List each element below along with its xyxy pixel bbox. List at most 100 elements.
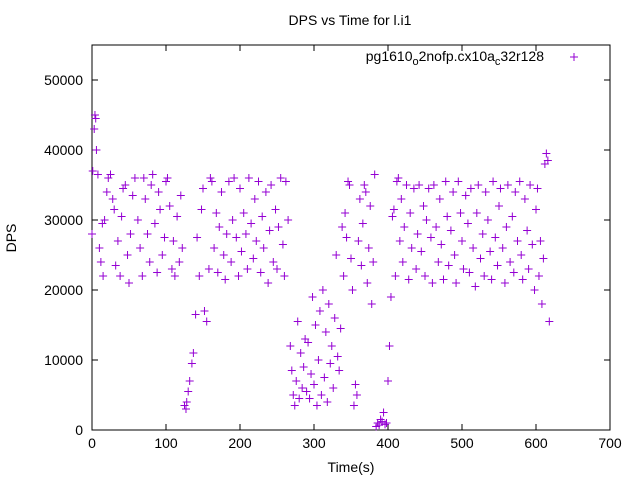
data-point bbox=[486, 247, 495, 256]
y-tick-label: 50000 bbox=[44, 72, 83, 88]
data-point bbox=[404, 275, 413, 284]
data-point bbox=[90, 111, 99, 119]
data-point bbox=[336, 324, 345, 333]
data-point bbox=[363, 279, 372, 287]
data-point bbox=[384, 377, 392, 385]
data-point bbox=[480, 272, 489, 280]
data-point bbox=[119, 184, 128, 193]
x-tick-label: 300 bbox=[302, 435, 326, 451]
data-point bbox=[496, 184, 505, 193]
data-point bbox=[93, 170, 102, 179]
data-point bbox=[329, 384, 338, 392]
data-point bbox=[413, 230, 422, 238]
data-point bbox=[176, 191, 185, 200]
data-point bbox=[358, 219, 367, 228]
data-point bbox=[537, 300, 546, 308]
data-point bbox=[185, 377, 194, 385]
data-point bbox=[449, 188, 458, 196]
data-point bbox=[320, 373, 329, 382]
data-point bbox=[182, 398, 191, 406]
data-point bbox=[354, 237, 363, 245]
data-point bbox=[308, 293, 317, 301]
data-point bbox=[400, 223, 409, 231]
data-point bbox=[158, 251, 167, 259]
data-point bbox=[299, 363, 308, 371]
data-point bbox=[117, 212, 126, 221]
data-point bbox=[243, 265, 252, 273]
data-point bbox=[349, 401, 358, 410]
data-point bbox=[195, 272, 204, 280]
data-point bbox=[136, 244, 145, 252]
data-point bbox=[215, 223, 224, 231]
data-point bbox=[539, 254, 548, 263]
data-point bbox=[138, 272, 147, 280]
data-point bbox=[312, 401, 321, 410]
data-point bbox=[389, 205, 398, 214]
data-point bbox=[241, 230, 250, 238]
data-point bbox=[397, 195, 406, 203]
data-point bbox=[422, 216, 431, 224]
data-point bbox=[145, 258, 154, 266]
data-point bbox=[239, 209, 248, 217]
data-point bbox=[99, 272, 108, 280]
data-point bbox=[421, 272, 429, 280]
data-point bbox=[398, 258, 407, 266]
legend-label: pg1610o2nofp.cx10ac32r128 bbox=[366, 48, 544, 68]
data-point bbox=[167, 265, 176, 273]
data-point bbox=[465, 268, 474, 277]
data-point bbox=[511, 188, 520, 196]
data-point bbox=[459, 265, 468, 273]
data-point bbox=[298, 384, 307, 392]
data-point bbox=[376, 415, 385, 424]
data-point bbox=[150, 219, 159, 228]
data-point bbox=[345, 181, 354, 189]
data-point bbox=[498, 244, 507, 252]
data-point bbox=[339, 272, 348, 280]
data-point bbox=[88, 230, 96, 238]
data-point bbox=[96, 258, 105, 266]
data-point bbox=[338, 223, 347, 231]
data-point bbox=[327, 342, 336, 350]
data-point bbox=[296, 349, 305, 357]
x-tick-label: 500 bbox=[450, 435, 474, 451]
data-point bbox=[221, 275, 230, 284]
data-point bbox=[280, 272, 289, 280]
data-point bbox=[293, 317, 302, 326]
data-point bbox=[543, 156, 552, 165]
data-point bbox=[289, 391, 298, 399]
data-point bbox=[230, 174, 239, 182]
data-point bbox=[90, 125, 99, 133]
data-point bbox=[249, 254, 258, 263]
data-point bbox=[219, 251, 228, 259]
data-point bbox=[302, 387, 311, 396]
data-point bbox=[434, 258, 443, 266]
data-point bbox=[476, 254, 485, 263]
data-point bbox=[518, 275, 527, 284]
y-tick-label: 30000 bbox=[44, 212, 83, 228]
legend-part: 2nofp.cx10a bbox=[419, 48, 495, 64]
data-point bbox=[307, 370, 316, 378]
data-point bbox=[341, 209, 350, 217]
data-point bbox=[210, 244, 219, 252]
data-point bbox=[370, 170, 379, 179]
x-axis: 0 100 200 300 400 500 600 700 bbox=[88, 45, 622, 451]
data-point bbox=[153, 268, 162, 277]
data-point bbox=[237, 247, 246, 256]
data-point bbox=[148, 170, 157, 179]
data-point bbox=[355, 195, 364, 203]
data-point bbox=[305, 394, 314, 403]
legend-subscript: o bbox=[412, 56, 418, 68]
data-point bbox=[528, 240, 537, 249]
data-point bbox=[534, 272, 543, 280]
data-point bbox=[503, 181, 512, 189]
data-point bbox=[250, 195, 259, 203]
data-point bbox=[163, 174, 172, 182]
data-point bbox=[104, 174, 113, 182]
data-point bbox=[269, 258, 278, 266]
data-point bbox=[513, 237, 522, 245]
data-point bbox=[111, 261, 120, 270]
data-point bbox=[317, 391, 326, 399]
data-point bbox=[141, 195, 150, 203]
data-point bbox=[415, 181, 424, 189]
